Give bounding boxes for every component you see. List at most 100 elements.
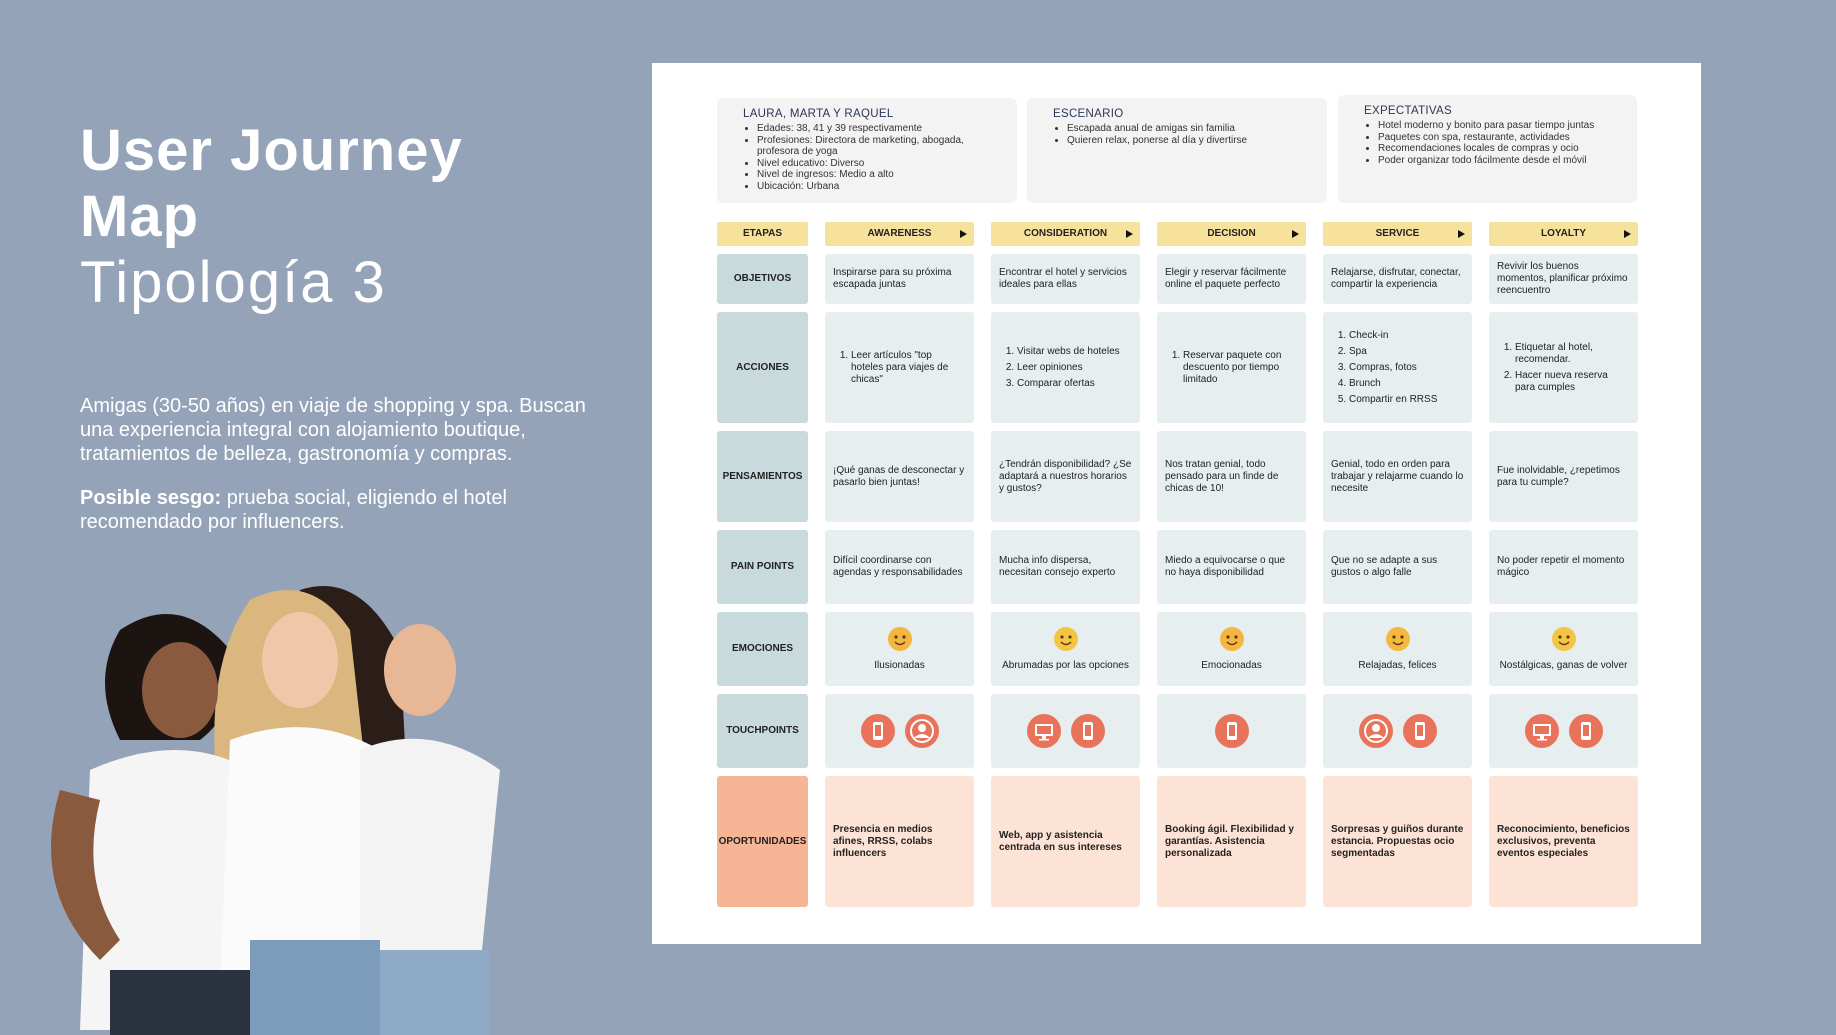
cell-text: Que no se adapte a sus gustos o algo fal… — [1331, 555, 1438, 578]
cell: Encontrar el hotel y servicios ideales p… — [991, 254, 1140, 304]
list-item: Ubicación: Urbana — [757, 181, 1003, 193]
expectations-title: EXPECTATIVAS — [1364, 105, 1452, 117]
emotion-text: Relajadas, felices — [1358, 660, 1437, 671]
emotion: Ilusionadas — [825, 612, 974, 686]
arrow — [1458, 230, 1465, 238]
cell-text: No poder repetir el momento mágico — [1497, 555, 1625, 578]
action: Brunch — [1349, 378, 1437, 390]
touchpoint-icon — [860, 714, 895, 748]
cell-text: Sorpresas y guiños durante estancia. Pro… — [1331, 823, 1464, 859]
stage: LOYALTY — [1489, 222, 1638, 246]
touchpoint-icon — [1524, 714, 1559, 748]
emotion-text: Ilusionadas — [874, 660, 925, 671]
bias: Posible sesgo: prueba social, eligiendo … — [80, 486, 590, 534]
touchpoint-icon — [1214, 714, 1249, 748]
list-item: Profesiones: Directora de marketing, abo… — [757, 135, 1003, 158]
list-item: Poder organizar todo fácilmente desde el… — [1378, 155, 1623, 167]
subtitle: Tipología 3 — [80, 250, 387, 315]
journey-card: LAURA, MARTA Y RAQUEL Edades: 38, 41 y 39… — [652, 63, 1701, 944]
cell: Elegir y reservar fácilmente online el p… — [1157, 254, 1306, 304]
expectations-list: Hotel moderno y bonito para pasar tiempo… — [1364, 120, 1623, 166]
row-label: EMOCIONES — [717, 612, 808, 686]
emotion-text: Abrumadas por las opciones — [1002, 660, 1129, 671]
cell: Booking ágil. Flexibilidad y garantías. … — [1157, 776, 1306, 907]
touchpoint-icon — [1568, 714, 1603, 748]
cell-text: Mucha info dispersa, necesitan consejo e… — [999, 555, 1116, 578]
touchpoint-icon — [1026, 714, 1061, 748]
cell: Nos tratan genial, todo pensado para un … — [1157, 431, 1306, 522]
stage: CONSIDERATION — [991, 222, 1140, 246]
row-label: OPORTUNIDADES — [717, 776, 808, 907]
cell: Inspirarse para su próxima escapada junt… — [825, 254, 974, 304]
cell: No poder repetir el momento mágico — [1489, 530, 1638, 604]
cell-text: Revivir los buenos momentos, planificar … — [1497, 261, 1628, 296]
emotion-text: Nostálgicas, ganas de volver — [1499, 660, 1628, 671]
row-label: PENSAMIENTOS — [717, 431, 808, 522]
cell: Que no se adapte a sus gustos o algo fal… — [1323, 530, 1472, 604]
touchpoints — [825, 694, 974, 768]
cell-text: Presencia en medios afines, RRSS, colabs… — [833, 823, 933, 859]
arrow — [1126, 230, 1133, 238]
scenario-list: Escapada anual de amigas sin familiaQuie… — [1053, 123, 1313, 146]
cell-text: Reconocimiento, beneficios exclusivos, p… — [1497, 823, 1630, 859]
action: Check-in — [1349, 330, 1437, 342]
cell-text: Inspirarse para su próxima escapada junt… — [833, 267, 952, 290]
action-list: Reservar paquete con descuento por tiemp… — [1165, 346, 1298, 390]
list-item: Paquetes con spa, restaurante, actividad… — [1378, 132, 1623, 144]
cell: Etiquetar al hotel, recomendar. Hacer nue… — [1489, 312, 1638, 423]
action: Hacer nueva reserva para cumples — [1515, 370, 1630, 394]
cell: Mucha info dispersa, necesitan consejo e… — [991, 530, 1140, 604]
touchpoint-icon — [904, 714, 939, 748]
action: Leer artículos "top hoteles para viajes … — [851, 350, 966, 386]
cell: Fue inolvidable, ¿repetimos para tu cump… — [1489, 431, 1638, 522]
emotion-text: Emocionadas — [1201, 660, 1262, 671]
description: Amigas (30-50 años) en viaje de shopping… — [80, 395, 586, 465]
cell-text: Difícil coordinarse con agendas y respon… — [833, 555, 963, 578]
cell: Revivir los buenos momentos, planificar … — [1489, 254, 1638, 304]
row-label: PAIN POINTS — [717, 530, 808, 604]
cell: Difícil coordinarse con agendas y respon… — [825, 530, 974, 604]
action: Reservar paquete con descuento por tiemp… — [1183, 350, 1298, 386]
emoji — [1385, 627, 1410, 651]
action-list: Leer artículos "top hoteles para viajes … — [833, 346, 966, 390]
touchpoints — [1489, 694, 1638, 768]
photo — [51, 586, 500, 1035]
cell: Leer artículos "top hoteles para viajes … — [825, 312, 974, 423]
intro: User Journey Map Tipología 3 Amigas (30-… — [80, 118, 590, 534]
list-item: Nivel de ingresos: Medio a alto — [757, 169, 1003, 181]
touchpoints — [1323, 694, 1472, 768]
cell-text: Booking ágil. Flexibilidad y garantías. … — [1165, 823, 1294, 859]
cell-text: Miedo a equivocarse o que no haya dispon… — [1165, 555, 1286, 578]
arrow — [960, 230, 967, 238]
action: Spa — [1349, 346, 1437, 358]
touchpoints — [1157, 694, 1306, 768]
stages-label: ETAPAS — [717, 222, 808, 246]
cell: ¡Qué ganas de desconectar y pasarlo bien… — [825, 431, 974, 522]
action: Visitar webs de hoteles — [1017, 346, 1120, 358]
cell: Sorpresas y guiños durante estancia. Pro… — [1323, 776, 1472, 907]
scenario-box: ESCENARIO Escapada anual de amigas sin fa… — [1027, 98, 1327, 203]
emoji — [1551, 627, 1576, 651]
list-item: Nivel educativo: Diverso — [757, 158, 1003, 170]
row-label: OBJETIVOS — [717, 254, 808, 304]
profile-title: LAURA, MARTA Y RAQUEL — [743, 108, 894, 120]
touchpoint-icon — [1402, 714, 1437, 748]
bias-text: prueba social, eligiendo el hotel recome… — [80, 487, 507, 533]
scenario-title: ESCENARIO — [1053, 108, 1124, 120]
cell-text: Elegir y reservar fácilmente online el p… — [1165, 267, 1287, 290]
stage: SERVICE — [1323, 222, 1472, 246]
bias-label: Posible sesgo: — [80, 487, 222, 509]
expectations-box: EXPECTATIVAS Hotel moderno y bonito para … — [1338, 95, 1637, 203]
action: Comparar ofertas — [1017, 378, 1120, 390]
cell: Relajarse, disfrutar, conectar, comparti… — [1323, 254, 1472, 304]
profile-box: LAURA, MARTA Y RAQUEL Edades: 38, 41 y 39… — [717, 98, 1017, 203]
emotion: Abrumadas por las opciones — [991, 612, 1140, 686]
emoji — [887, 627, 912, 651]
list-item: Hotel moderno y bonito para pasar tiempo… — [1378, 120, 1623, 132]
arrow — [1292, 230, 1299, 238]
action: Leer opiniones — [1017, 362, 1120, 374]
list-item: Quieren relax, ponerse al día y divertir… — [1067, 135, 1313, 147]
emotion: Relajadas, felices — [1323, 612, 1472, 686]
cell-text: Nos tratan genial, todo pensado para un … — [1165, 458, 1279, 494]
